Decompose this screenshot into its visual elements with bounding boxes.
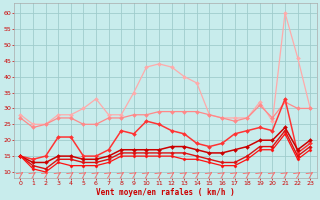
X-axis label: Vent moyen/en rafales ( km/h ): Vent moyen/en rafales ( km/h ) [96,188,235,197]
